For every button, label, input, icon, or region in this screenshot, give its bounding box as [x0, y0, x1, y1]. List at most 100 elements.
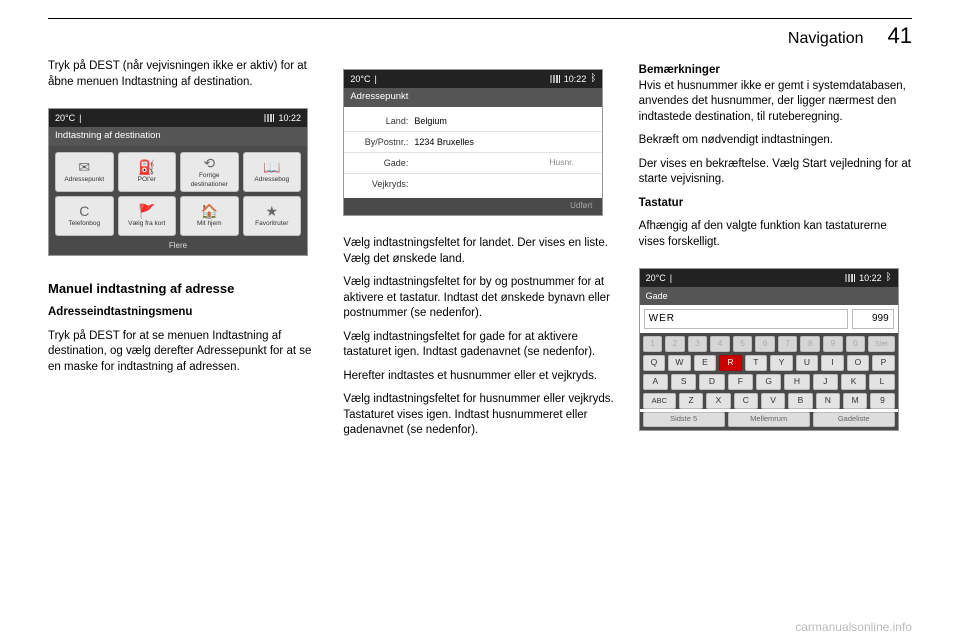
- signal-icon: [264, 114, 274, 122]
- kb-row-q: QWERTYUIOP: [643, 355, 895, 371]
- menu-item[interactable]: ★Favoritruter: [243, 196, 302, 236]
- form-row-gade[interactable]: Gade: Husnr.: [344, 153, 602, 174]
- kb-key[interactable]: D: [699, 374, 724, 390]
- menu-item-icon: ⛽: [136, 158, 158, 176]
- kb-key[interactable]: E: [694, 355, 717, 371]
- menu-item[interactable]: ⛽POI'er: [118, 152, 177, 192]
- kb-key[interactable]: X: [706, 393, 730, 409]
- menu-item-label: Telefonbog: [68, 220, 100, 229]
- kb-num-input[interactable]: 999: [852, 309, 894, 329]
- column-1: Tryk på DEST (når vejvisningen ikke er a…: [48, 59, 321, 451]
- form-row-by[interactable]: By/Postnr.: 1234 Bruxelles: [344, 132, 602, 153]
- kb-key[interactable]: Z: [679, 393, 703, 409]
- kb-key[interactable]: Q: [643, 355, 666, 371]
- kb-text-input[interactable]: WER: [644, 309, 848, 329]
- kb-key[interactable]: L: [869, 374, 894, 390]
- col1-p1: Tryk på DEST (når vejvisningen ikke er a…: [48, 59, 321, 90]
- kb-footer-button[interactable]: Mellemrum: [728, 412, 810, 427]
- kb-key[interactable]: 7: [778, 336, 798, 352]
- kb-key[interactable]: H: [784, 374, 809, 390]
- col2-p2: Vælg indtastningsfeltet for by og postnu…: [343, 275, 616, 322]
- kb-key[interactable]: Slet: [868, 336, 895, 352]
- kb-key[interactable]: 0: [846, 336, 866, 352]
- kb-key[interactable]: 9: [870, 393, 894, 409]
- menu-item-icon: ★: [261, 202, 283, 220]
- land-value: Belgium: [414, 115, 594, 127]
- kb-key[interactable]: 5: [733, 336, 753, 352]
- note-body: Hvis et husnummer ikke er gemt i systemd…: [639, 80, 906, 123]
- screenshot-2-wrap: 20°C | 10:22 Adressepunkt Land:: [343, 59, 616, 236]
- kb-footer-button[interactable]: Gadeliste: [813, 412, 895, 427]
- kb-key[interactable]: Y: [770, 355, 793, 371]
- section-name: Navigation: [788, 30, 864, 48]
- kb-key[interactable]: S: [671, 374, 696, 390]
- kb-key[interactable]: 3: [688, 336, 708, 352]
- by-label: By/Postnr.:: [352, 136, 414, 148]
- land-label: Land:: [352, 115, 414, 127]
- screen2-title: Adressepunkt: [344, 88, 602, 107]
- menu-item-label: Favoritruter: [255, 220, 288, 229]
- vejkryds-label: Vejkryds:: [352, 178, 414, 190]
- kb-key[interactable]: F: [728, 374, 753, 390]
- kb-key[interactable]: R: [719, 355, 742, 371]
- husnr-label: Husnr.: [549, 157, 594, 168]
- menu-item-label: Forrige destinationer: [183, 172, 236, 190]
- kb-key[interactable]: 8: [800, 336, 820, 352]
- menu-item-label: Adressepunkt: [64, 176, 104, 185]
- kb-key[interactable]: T: [745, 355, 768, 371]
- kb-key[interactable]: ABC: [643, 393, 676, 409]
- kb-key[interactable]: 6: [755, 336, 775, 352]
- kb-key[interactable]: 1: [643, 336, 663, 352]
- col3-p3: Afhængig af den valgte funktion kan tast…: [639, 219, 912, 250]
- col3-p1: Bekræft om nødvendigt indtastningen.: [639, 133, 912, 149]
- thermo-icon: |: [670, 272, 672, 284]
- menu-item-icon: 📖: [261, 158, 283, 176]
- kb-key[interactable]: U: [796, 355, 819, 371]
- form-area: Land: Belgium By/Postnr.: 1234 Bruxelles…: [344, 107, 602, 199]
- form-footer[interactable]: Udført: [344, 198, 602, 215]
- kb-key[interactable]: O: [847, 355, 870, 371]
- menu-item[interactable]: 🚩Vælg fra kort: [118, 196, 177, 236]
- form-row-vejkryds[interactable]: Vejkryds:: [344, 174, 602, 194]
- kb-key[interactable]: G: [756, 374, 781, 390]
- screen1-title: Indtastning af destination: [49, 127, 307, 146]
- menu-item[interactable]: CTelefonbog: [55, 196, 114, 236]
- kb-key[interactable]: C: [734, 393, 758, 409]
- form-row-land[interactable]: Land: Belgium: [344, 111, 602, 132]
- col1-p2: Tryk på DEST for at se menuen Indtastnin…: [48, 329, 321, 376]
- menu-footer[interactable]: Flere: [49, 238, 307, 255]
- kb-key[interactable]: V: [761, 393, 785, 409]
- kb-key[interactable]: N: [816, 393, 840, 409]
- kb-key[interactable]: P: [872, 355, 895, 371]
- kb-footer-button[interactable]: Sidste 5: [643, 412, 725, 427]
- note-box: Bemærkninger Hvis et husnummer ikke er g…: [639, 63, 912, 125]
- thermo-icon: |: [374, 73, 376, 85]
- menu-item[interactable]: 🏠Mit hjem: [180, 196, 239, 236]
- kb-key[interactable]: 4: [710, 336, 730, 352]
- page: Navigation 4 1 Tryk på DEST (når vejvisni…: [0, 0, 960, 642]
- column-2: 20°C | 10:22 Adressepunkt Land:: [343, 59, 616, 451]
- col1-h2: Adresseindtastningsmenu: [48, 305, 321, 321]
- kb-key[interactable]: 9: [823, 336, 843, 352]
- top-rule: [48, 18, 912, 19]
- screenshot-3-wrap: 20°C | 10:22 Gade WER 999: [639, 258, 912, 451]
- kb-key[interactable]: B: [788, 393, 812, 409]
- screenshot-1: 20°C | 10:22 Indtastning af destination …: [48, 108, 308, 256]
- kb-key[interactable]: J: [813, 374, 838, 390]
- screenshot-1-wrap: 20°C | 10:22 Indtastning af destination …: [48, 98, 321, 276]
- kb-key[interactable]: 2: [665, 336, 685, 352]
- menu-item[interactable]: ⟲Forrige destinationer: [180, 152, 239, 192]
- col3-p2: Der vises en bekræftelse. Vælg Start vej…: [639, 157, 912, 188]
- bluetooth-icon: [886, 271, 892, 285]
- bluetooth-icon: [590, 72, 596, 86]
- menu-item[interactable]: ✉Adressepunkt: [55, 152, 114, 192]
- signal-icon: [550, 75, 560, 83]
- kb-key[interactable]: I: [821, 355, 844, 371]
- col2-p3: Vælg indtastningsfeltet for gade for at …: [343, 330, 616, 361]
- menu-item[interactable]: 📖Adressebog: [243, 152, 302, 192]
- kb-key[interactable]: M: [843, 393, 867, 409]
- kb-key[interactable]: W: [668, 355, 691, 371]
- kb-rows: 1234567890Slet QWERTYUIOP ASDFGHJKL ABCZ…: [640, 333, 898, 409]
- kb-key[interactable]: A: [643, 374, 668, 390]
- kb-key[interactable]: K: [841, 374, 866, 390]
